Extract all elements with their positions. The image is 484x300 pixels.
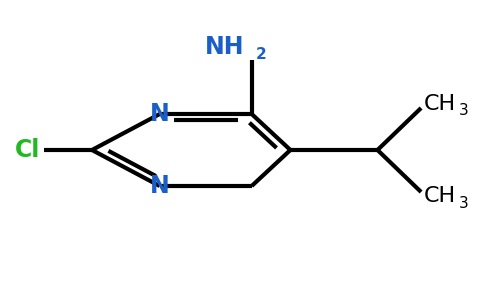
Text: 3: 3	[458, 196, 468, 211]
Text: CH: CH	[424, 187, 455, 206]
Text: 3: 3	[458, 103, 468, 118]
Text: Cl: Cl	[15, 138, 40, 162]
Text: N: N	[150, 102, 169, 126]
Text: CH: CH	[424, 94, 455, 113]
Text: N: N	[150, 174, 169, 198]
Text: 2: 2	[256, 46, 267, 62]
Text: NH: NH	[205, 34, 245, 58]
